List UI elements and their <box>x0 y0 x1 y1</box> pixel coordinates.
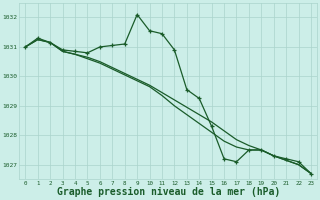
X-axis label: Graphe pression niveau de la mer (hPa): Graphe pression niveau de la mer (hPa) <box>57 187 280 197</box>
